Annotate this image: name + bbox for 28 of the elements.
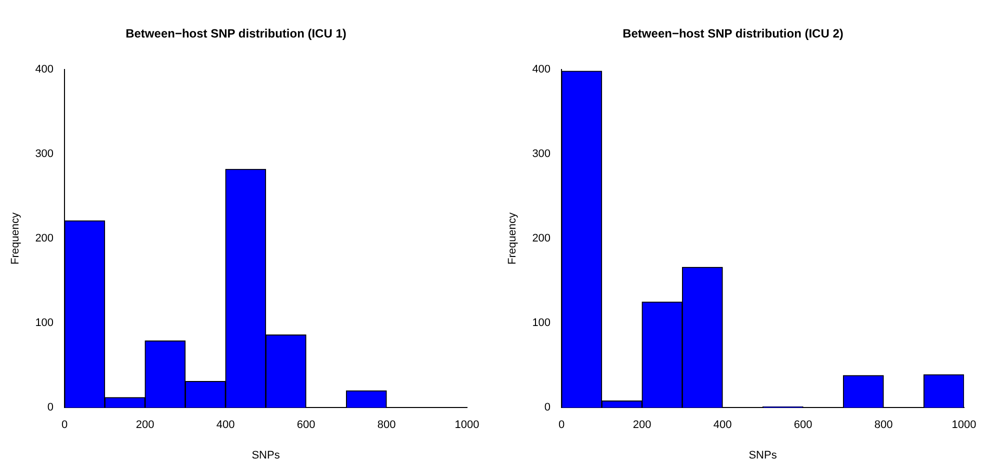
x-tick-label: 1000	[454, 419, 480, 432]
x-tick-label: 1000	[952, 419, 976, 432]
x-tick-label: 0	[61, 419, 68, 432]
y-axis-title: Frequency	[506, 212, 519, 264]
x-tick-label: 200	[136, 419, 154, 432]
x-tick-label: 400	[713, 419, 732, 432]
x-tick-label: 0	[558, 419, 565, 432]
y-tick-label: 300	[532, 148, 551, 160]
chart-title: Between−host SNP distribution (ICU 2)	[622, 26, 844, 41]
y-tick-label: 400	[532, 63, 551, 76]
x-tick-label: 200	[632, 419, 652, 432]
y-tick-label: 0	[544, 402, 551, 414]
y-tick-label: 400	[35, 63, 54, 76]
y-tick-label: 200	[532, 232, 551, 245]
x-tick-label: 600	[794, 419, 812, 432]
x-tick-label: 600	[296, 419, 316, 432]
y-tick-label: 100	[532, 317, 551, 330]
x-tick-label: 400	[216, 419, 235, 432]
y-axis-title: Frequency	[10, 212, 22, 264]
y-tick-label: 0	[47, 402, 54, 414]
x-axis-title: SNPs	[252, 449, 280, 462]
chart-title: Between−host SNP distribution (ICU 1)	[126, 26, 346, 41]
y-tick-label: 300	[35, 148, 54, 160]
y-tick-label: 200	[35, 232, 54, 245]
y-tick-label: 100	[35, 317, 54, 330]
x-axis-title: SNPs	[748, 449, 778, 462]
x-tick-label: 800	[874, 419, 893, 432]
x-tick-label: 800	[377, 419, 396, 432]
